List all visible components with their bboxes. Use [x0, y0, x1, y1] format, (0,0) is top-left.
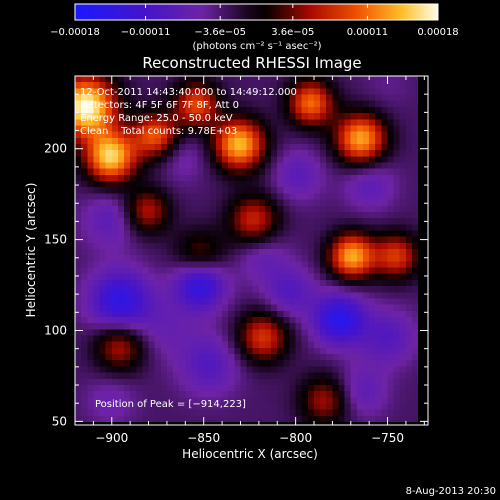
colorbar-ticks: −0.00018 −0.00011 −3.6e−05 3.6e−05 0.00011 0.… — [50, 4, 459, 38]
x-tick-label: −900 — [95, 431, 128, 445]
peak-marker — [84, 105, 88, 109]
info-line-counts: Clean Total counts: 9.78E+03 — [80, 126, 237, 137]
info-line-time: 12-Oct-2011 14:43:40.000 to 14:49:12.000 — [80, 87, 297, 98]
colorbar: −0.00018 −0.00011 −3.6e−05 3.6e−05 0.00011 0.… — [50, 3, 459, 52]
x-tick-label: −800 — [279, 431, 312, 445]
info-text: 12-Oct-2011 14:43:40.000 to 14:49:12.000… — [80, 87, 297, 410]
colorbar-tick-label: −0.00011 — [121, 27, 171, 38]
colorbar-tick-label: 0.00018 — [417, 27, 458, 38]
peak-position-label: Position of Peak = [−914,223] — [95, 399, 246, 410]
heatmap-raster — [75, 76, 418, 422]
x-tick-label: −750 — [371, 431, 404, 445]
colorbar-tick-label: −3.6e−05 — [194, 27, 246, 38]
y-axis-label: Heliocentric Y (arcsec) — [24, 183, 38, 318]
colorbar-gradient — [74, 3, 439, 21]
info-line-detectors: Detectors: 4F 5F 6F 7F 8F, Att 0 — [80, 100, 239, 111]
footer-date: 8-Aug-2013 20:30 — [406, 486, 496, 497]
plot-frame — [74, 75, 429, 426]
x-tick-label: −850 — [187, 431, 220, 445]
y-tick-label: 200 — [44, 142, 67, 156]
colorbar-tick-label: 0.00011 — [347, 27, 388, 38]
y-tick-label: 100 — [44, 323, 67, 337]
info-line-energy: Energy Range: 25.0 - 50.0 keV — [80, 113, 233, 124]
plot-axes: −900 −850 −800 −750 50 100 150 200 — [44, 75, 429, 445]
colorbar-tick-label: 3.6e−05 — [271, 27, 314, 38]
x-axis-label: Heliocentric X (arcsec) — [182, 447, 318, 461]
colorbar-unit-label: (photons cm⁻² s⁻¹ asec⁻²) — [192, 41, 321, 52]
y-tick-label: 50 — [52, 414, 67, 428]
chart-title: Reconstructed RHESSI Image — [142, 54, 361, 72]
heatmap-image — [75, 76, 418, 422]
y-tick-label: 150 — [44, 233, 67, 247]
colorbar-tick-label: −0.00018 — [50, 27, 100, 38]
